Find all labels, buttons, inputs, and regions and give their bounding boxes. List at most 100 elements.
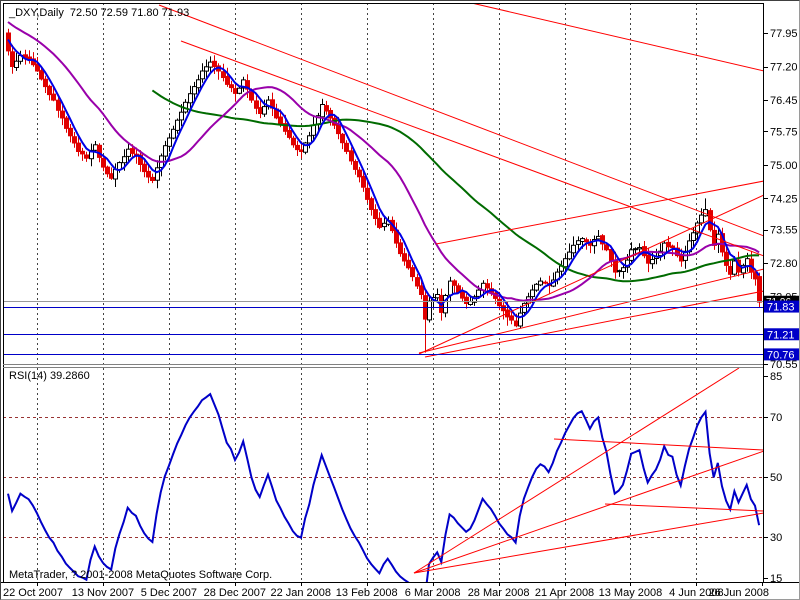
candle-down	[47, 85, 52, 96]
candle-down	[369, 198, 374, 210]
candle-down	[51, 93, 56, 101]
candle-down	[543, 281, 548, 284]
candle-down	[150, 176, 155, 181]
trend-line	[418, 194, 763, 355]
date-label: 13 Feb 2008	[336, 587, 398, 599]
candle-down	[212, 60, 217, 67]
candle-down	[357, 169, 362, 178]
candle-up	[171, 128, 176, 139]
candle-up	[637, 247, 642, 250]
candle-up	[530, 289, 535, 298]
candle-down	[80, 150, 85, 155]
price-tick-label: 73.55	[770, 225, 798, 237]
candle-up	[518, 312, 523, 327]
candle-up	[320, 104, 325, 118]
candle-down	[64, 117, 69, 129]
candle-up	[208, 61, 213, 68]
candle-up	[163, 145, 168, 157]
candle-up	[443, 295, 448, 314]
candle-down	[349, 150, 354, 162]
candle-up	[732, 260, 737, 275]
candle-up	[472, 296, 477, 303]
candle-up	[93, 144, 98, 151]
candle-up	[571, 244, 576, 254]
candle-down	[233, 88, 238, 94]
candle-down	[361, 175, 366, 188]
candle-up	[576, 240, 581, 245]
price-tick-label: 70.55	[770, 359, 798, 371]
candle-down	[410, 267, 415, 278]
candle-up	[427, 300, 432, 321]
candle-up	[699, 214, 704, 224]
candle-down	[753, 272, 758, 280]
rsi-trend-line	[413, 368, 740, 574]
price-tick-label: 74.25	[770, 193, 798, 205]
candle-down	[76, 142, 81, 153]
rsi-trend-line	[413, 512, 763, 574]
candle-down	[43, 78, 48, 88]
rsi-tick-label: 70	[770, 412, 782, 424]
candle-up	[192, 86, 197, 95]
candle-up	[179, 111, 184, 121]
candle-down	[757, 276, 762, 303]
candle-down	[138, 154, 143, 165]
candle-down	[258, 107, 263, 114]
candle-down	[60, 110, 65, 119]
candle-down	[600, 235, 605, 245]
candle-down	[146, 170, 151, 178]
candle-down	[373, 209, 378, 220]
price-line-label: 71.21	[767, 329, 795, 341]
candle-down	[406, 259, 411, 269]
candle-up	[262, 106, 267, 115]
candle-down	[105, 166, 110, 175]
candle-up	[237, 87, 242, 94]
price-line-label-bg	[764, 300, 799, 313]
rsi-trend-line	[604, 503, 763, 512]
price-line-label-bg	[764, 328, 799, 341]
candle-up	[311, 124, 316, 136]
date-label: 5 Dec 2007	[141, 587, 197, 599]
candle-down	[39, 70, 44, 80]
ma-slow-line	[151, 89, 760, 283]
rsi-tick-label: 85	[770, 371, 782, 383]
price-line-label-bg	[764, 348, 799, 361]
candle-down	[97, 144, 102, 158]
candle-down	[460, 291, 465, 299]
candle-down	[584, 239, 589, 243]
candle-down	[72, 136, 77, 144]
candle-down	[497, 298, 502, 307]
date-label: 26 Jun 2008	[708, 587, 769, 599]
candle-down	[485, 283, 490, 289]
copyright-label: MetaTrader, ? 2001-2008 MetaQuotes Softw…	[9, 569, 273, 581]
candle-down	[245, 80, 250, 90]
candle-up	[196, 79, 201, 89]
candle-down	[225, 76, 230, 85]
candle-up	[200, 70, 205, 80]
candle-up	[204, 66, 209, 72]
rsi-tick-label: 30	[770, 532, 782, 544]
rsi-trend-line	[413, 450, 763, 574]
candle-up	[621, 267, 626, 273]
trend-line	[180, 40, 763, 257]
candle-down	[666, 241, 671, 248]
candle-up	[382, 222, 387, 228]
candle-down	[613, 260, 618, 273]
candle-up	[435, 294, 440, 299]
price-tick-label: 72.80	[770, 258, 798, 270]
candle-up	[122, 156, 127, 164]
candle-up	[538, 280, 543, 286]
candle-down	[398, 242, 403, 255]
candle-down	[646, 254, 651, 264]
candle-up	[448, 280, 453, 296]
candle-down	[68, 127, 73, 137]
date-label: 4 Jun 2008	[669, 587, 723, 599]
price-tick-label: 77.95	[770, 28, 798, 40]
candle-down	[324, 105, 329, 112]
date-label: 13 May 2008	[599, 587, 663, 599]
ma-fast-line	[7, 38, 760, 319]
candle-up	[617, 270, 622, 273]
candle-down	[278, 116, 283, 125]
candle-down	[415, 277, 420, 287]
